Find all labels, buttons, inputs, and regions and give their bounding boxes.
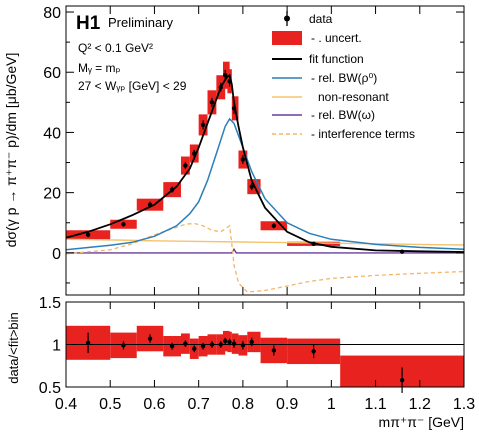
data-point-7 <box>209 97 215 107</box>
curve-fit <box>65 73 465 253</box>
ratio-panel: 0.511.5 0.4 0.5 0.6 0.7 0.8 0.9 1 1.1 1.2 1.3 dat… <box>6 295 475 430</box>
ratio-point-5 <box>192 345 197 353</box>
ratio-point-13 <box>249 337 254 347</box>
main-y-tick-label-60: 60 <box>43 65 61 82</box>
legend-bw-omega: - rel. BW(ω) <box>272 108 375 122</box>
curve-nonres <box>65 238 465 246</box>
legend-interference: - interference terms <box>272 127 415 141</box>
curve-bw-rho <box>65 117 465 251</box>
ratio-point-9 <box>223 337 228 345</box>
x-tick-label-6: 1 <box>327 396 336 413</box>
legend-uncert: - . uncert. <box>272 31 362 45</box>
ratio-point-4 <box>183 340 188 348</box>
cut-line-w: 27 < Wᵧₚ [GeV] < 29 <box>78 79 187 93</box>
legend-uncert-swatch <box>272 31 302 45</box>
ratio-y-tick-label-1: 1 <box>52 338 61 355</box>
data-point-16 <box>399 249 405 254</box>
ratio-point-7 <box>209 341 215 348</box>
legend-data-label: data <box>309 12 333 26</box>
experiment-label: H1 <box>76 13 101 34</box>
data-point-3 <box>169 186 175 193</box>
main-x-ticks <box>65 6 465 295</box>
x-tick-label-3: 0.7 <box>188 396 210 413</box>
legend-data: data <box>284 11 333 26</box>
curve-interference <box>65 222 465 293</box>
ratio-point-14 <box>271 345 277 356</box>
x-tick-label-8: 1.2 <box>409 396 431 413</box>
ratio-point-10 <box>227 338 232 346</box>
ratio-y-ticks: 0.5 1 1.5 <box>39 295 464 397</box>
main-y-tick-label-0: 0 <box>52 246 61 263</box>
main-y-tick-label-20: 20 <box>43 186 61 203</box>
data-point-12 <box>240 155 246 165</box>
data-point-2 <box>147 201 153 208</box>
data-point-13 <box>249 183 254 191</box>
data-point-4 <box>183 161 188 170</box>
legend-fit: fit function <box>272 52 364 66</box>
ratio-point-8 <box>218 341 223 348</box>
ratio-point-15 <box>311 344 316 359</box>
legend: data - . uncert. fit function - rel. BW(… <box>272 11 415 141</box>
x-tick-label-7: 1.1 <box>364 396 386 413</box>
x-tick-label-1: 0.5 <box>99 396 121 413</box>
main-y-axis-label: dσ(γ p → π⁺π⁻ p)/dm [μb/GeV] <box>3 53 19 248</box>
main-frame <box>65 5 465 296</box>
data-point-1 <box>121 221 126 227</box>
ratio-point-1 <box>121 341 126 350</box>
data-point-14 <box>271 223 277 229</box>
legend-uncert-label: - . uncert. <box>311 31 362 45</box>
data-point-9 <box>223 69 228 81</box>
main-y-ticks: 0 20 40 60 80 <box>43 5 464 284</box>
ratio-point-2 <box>147 334 153 343</box>
ratio-y-tick-label-0: 0.5 <box>39 380 61 397</box>
data-point-6 <box>200 120 206 130</box>
x-axis-label: mπ⁺π⁻ [GeV] <box>379 414 464 430</box>
data-point-8 <box>218 82 223 92</box>
data-point-11 <box>231 102 237 114</box>
x-tick-label-5: 0.9 <box>276 396 298 413</box>
data-point-0 <box>85 232 91 238</box>
ratio-point-11 <box>231 339 237 348</box>
cut-line-mass: Mᵧ = mₚ <box>78 61 121 75</box>
ratio-point-3 <box>169 342 175 350</box>
ratio-point-6 <box>200 342 206 350</box>
legend-interference-label: - interference terms <box>311 127 415 141</box>
ratio-x-ticks: 0.4 0.5 0.6 0.7 0.8 0.9 1 1.1 1.2 1.3 <box>55 302 475 413</box>
data-points <box>85 69 405 254</box>
legend-nonres-label: non-resonant <box>318 90 389 104</box>
status-label: Preliminary <box>108 15 174 30</box>
ratio-uncertainty-bands <box>66 325 464 387</box>
main-y-tick-label-80: 80 <box>43 5 61 22</box>
ratio-points <box>85 332 405 393</box>
x-tick-label-2: 0.6 <box>143 396 165 413</box>
x-tick-label-9: 1.3 <box>453 396 475 413</box>
model-curves <box>65 73 465 293</box>
legend-nonres: non-resonant <box>272 90 389 104</box>
data-point-15 <box>311 241 316 247</box>
data-point-10 <box>227 75 232 87</box>
data-point-5 <box>192 149 197 158</box>
main-panel: 0 20 40 60 80 H1 Preliminary Q² < 0.1 GeV² M… <box>3 5 465 296</box>
legend-bw-omega-label: - rel. BW(ω) <box>311 108 375 122</box>
ratio-band-13 <box>247 331 261 353</box>
ratio-point-0 <box>85 332 91 353</box>
legend-fit-label: fit function <box>309 52 364 66</box>
legend-bw-rho-label: - rel. BW(ρ⁰) <box>311 71 377 85</box>
ratio-point-12 <box>240 341 246 350</box>
x-tick-label-0: 0.4 <box>55 396 77 413</box>
legend-bw-rho: - rel. BW(ρ⁰) <box>272 71 377 85</box>
ratio-y-axis-label: data/<fit>bin <box>6 312 21 384</box>
ratio-point-16 <box>399 367 405 393</box>
main-y-tick-label-40: 40 <box>43 125 61 142</box>
ratio-y-tick-label-2: 1.5 <box>39 295 61 312</box>
cut-line-q2: Q² < 0.1 GeV² <box>78 41 153 55</box>
x-tick-label-4: 0.8 <box>232 396 254 413</box>
